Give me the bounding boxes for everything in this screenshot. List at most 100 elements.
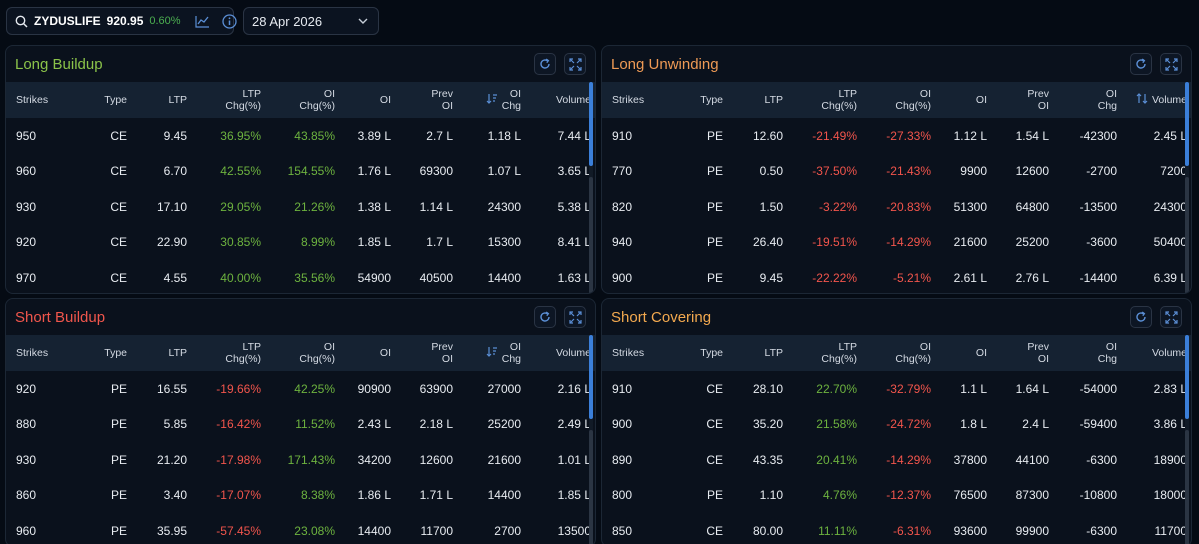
expand-button[interactable] — [564, 306, 586, 328]
cell-oi-chg: -14400 — [1079, 270, 1117, 285]
expand-button[interactable] — [1160, 306, 1182, 328]
expand-button[interactable] — [1160, 53, 1182, 75]
col-ltp-chg[interactable]: LTP Chg(%) — [821, 88, 857, 112]
table-row[interactable]: 800 PE 1.10 4.76% -12.37% 76500 87300 -10800 180… — [602, 478, 1191, 514]
col-strikes[interactable]: Strikes — [612, 94, 645, 106]
col-oi-chg[interactable]: OI Chg — [1097, 341, 1117, 365]
table-body: 910 CE 28.10 22.70% -32.79% 1.1 L 1.64 L -54000… — [602, 371, 1191, 544]
col-type[interactable]: Type — [104, 94, 127, 106]
table-row[interactable]: 930 CE 17.10 29.05% 21.26% 1.38 L 1.14 L 24300 5… — [6, 189, 595, 225]
col-type[interactable]: Type — [700, 347, 723, 359]
col-prev-oi[interactable]: Prev OI — [431, 88, 453, 112]
table-row[interactable]: 900 PE 9.45 -22.22% -5.21% 2.61 L 2.76 L -14400… — [602, 260, 1191, 293]
cell-oi-chg: -6300 — [1086, 452, 1117, 467]
col-volume[interactable]: Volume — [555, 347, 591, 359]
col-oi-chg-pct[interactable]: OI Chg(%) — [895, 341, 931, 365]
info-icon[interactable] — [221, 13, 237, 29]
cell-prev-oi: 2.76 L — [1015, 270, 1049, 285]
col-ltp-chg[interactable]: LTP Chg(%) — [821, 341, 857, 365]
col-oi-chg[interactable]: OI Chg — [1097, 88, 1117, 112]
cell-ltp-chg: -17.07% — [216, 488, 261, 503]
col-strikes[interactable]: Strikes — [16, 347, 49, 359]
col-prev-oi[interactable]: Prev OI — [1027, 88, 1049, 112]
col-oi[interactable]: OI — [379, 94, 391, 106]
col-oi-chg-pct[interactable]: OI Chg(%) — [299, 341, 335, 365]
cell-volume: 13500 — [557, 523, 591, 538]
cell-type: PE — [110, 417, 127, 432]
table-row[interactable]: 820 PE 1.50 -3.22% -20.83% 51300 64800 -13500 24… — [602, 189, 1191, 225]
table-row[interactable]: 960 CE 6.70 42.55% 154.55% 1.76 L 69300 1.07 L 3… — [6, 154, 595, 190]
table-body: 950 CE 9.45 36.95% 43.85% 3.89 L 2.7 L 1.18 L 7.… — [6, 118, 595, 293]
col-ltp[interactable]: LTP — [168, 347, 187, 359]
col-ltp[interactable]: LTP — [764, 94, 783, 106]
table-row[interactable]: 880 PE 5.85 -16.42% 11.52% 2.43 L 2.18 L 25200 2… — [6, 407, 595, 443]
table-row[interactable]: 850 CE 80.00 11.11% -6.31% 93600 99900 -6300 117… — [602, 513, 1191, 544]
col-oi[interactable]: OI — [975, 347, 987, 359]
col-strikes[interactable]: Strikes — [612, 347, 645, 359]
scrollbar[interactable] — [1185, 335, 1189, 544]
symbol-name: ZYDUSLIFE — [34, 14, 101, 28]
cell-type: CE — [706, 452, 723, 467]
col-volume[interactable]: Volume — [1117, 93, 1187, 107]
refresh-button[interactable] — [534, 53, 556, 75]
col-oi-chg-pct[interactable]: OI Chg(%) — [895, 88, 931, 112]
table-row[interactable]: 920 PE 16.55 -19.66% 42.25% 90900 63900 27000 2.… — [6, 371, 595, 407]
search-icon[interactable] — [15, 15, 28, 28]
cell-ltp-chg: 20.41% — [816, 452, 857, 467]
col-ltp[interactable]: LTP — [168, 94, 187, 106]
sort-icon[interactable] — [1136, 93, 1148, 104]
col-strikes[interactable]: Strikes — [16, 94, 49, 106]
cell-volume: 50400 — [1153, 235, 1187, 250]
col-ltp-chg[interactable]: LTP Chg(%) — [225, 88, 261, 112]
cell-volume: 7.44 L — [557, 128, 591, 143]
scrollbar[interactable] — [589, 335, 593, 544]
col-type[interactable]: Type — [104, 347, 127, 359]
col-oi-chg-pct[interactable]: OI Chg(%) — [299, 88, 335, 112]
table-row[interactable]: 920 CE 22.90 30.85% 8.99% 1.85 L 1.7 L 15300 8.4… — [6, 225, 595, 261]
refresh-button[interactable] — [1130, 306, 1152, 328]
cell-type: PE — [110, 488, 127, 503]
table-row[interactable]: 900 CE 35.20 21.58% -24.72% 1.8 L 2.4 L -59400 3… — [602, 407, 1191, 443]
scrollbar[interactable] — [589, 82, 593, 293]
cell-type: PE — [706, 128, 723, 143]
expand-button[interactable] — [564, 53, 586, 75]
cell-oi: 1.1 L — [960, 381, 987, 396]
table-row[interactable]: 770 PE 0.50 -37.50% -21.43% 9900 12600 -2700 720… — [602, 154, 1191, 190]
cell-oi-chg-pct: -12.37% — [886, 488, 931, 503]
col-volume[interactable]: Volume — [555, 94, 591, 106]
table-row[interactable]: 860 PE 3.40 -17.07% 8.38% 1.86 L 1.71 L 14400 1.… — [6, 478, 595, 514]
refresh-button[interactable] — [1130, 53, 1152, 75]
table-row[interactable]: 940 PE 26.40 -19.51% -14.29% 21600 25200 -3600 5… — [602, 225, 1191, 261]
table-row[interactable]: 970 CE 4.55 40.00% 35.56% 54900 40500 14400 1.63… — [6, 260, 595, 293]
sort-icon[interactable] — [486, 93, 498, 104]
scrollbar[interactable] — [1185, 82, 1189, 293]
symbol-search[interactable]: ZYDUSLIFE 920.95 0.60% — [6, 7, 237, 35]
col-type[interactable]: Type — [700, 94, 723, 106]
table-row[interactable]: 960 PE 35.95 -57.45% 23.08% 14400 11700 2700 135… — [6, 513, 595, 544]
col-oi[interactable]: OI — [975, 94, 987, 106]
table-row[interactable]: 950 CE 9.45 36.95% 43.85% 3.89 L 2.7 L 1.18 L 7.… — [6, 118, 595, 154]
col-volume[interactable]: Volume — [1151, 347, 1187, 359]
col-prev-oi[interactable]: Prev OI — [1027, 341, 1049, 365]
cell-strike: 860 — [16, 488, 37, 503]
table-row[interactable]: 910 CE 28.10 22.70% -32.79% 1.1 L 1.64 L -54000… — [602, 371, 1191, 407]
col-oi[interactable]: OI — [379, 347, 391, 359]
cell-volume: 3.86 L — [1153, 417, 1187, 432]
col-ltp[interactable]: LTP — [764, 347, 783, 359]
table-row[interactable]: 890 CE 43.35 20.41% -14.29% 37800 44100 -6300 18… — [602, 442, 1191, 478]
cell-strike: 910 — [612, 381, 633, 396]
chart-icon[interactable] — [194, 15, 210, 28]
table-row[interactable]: 930 PE 21.20 -17.98% 171.43% 34200 12600 21600 1… — [6, 442, 595, 478]
date-select[interactable]: 28 Apr 2026 — [243, 7, 379, 35]
cell-ltp: 22.90 — [156, 235, 187, 250]
col-oi-chg[interactable]: OI Chg — [453, 88, 521, 112]
col-oi-chg[interactable]: OI Chg — [453, 341, 521, 365]
col-prev-oi[interactable]: Prev OI — [431, 341, 453, 365]
refresh-button[interactable] — [534, 306, 556, 328]
sort-icon[interactable] — [486, 346, 498, 357]
cell-ltp-chg: -21.49% — [812, 128, 857, 143]
cell-ltp: 9.45 — [163, 128, 187, 143]
table-row[interactable]: 910 PE 12.60 -21.49% -27.33% 1.12 L 1.54 L -423… — [602, 118, 1191, 154]
chevron-down-icon[interactable] — [358, 18, 368, 24]
col-ltp-chg[interactable]: LTP Chg(%) — [225, 341, 261, 365]
